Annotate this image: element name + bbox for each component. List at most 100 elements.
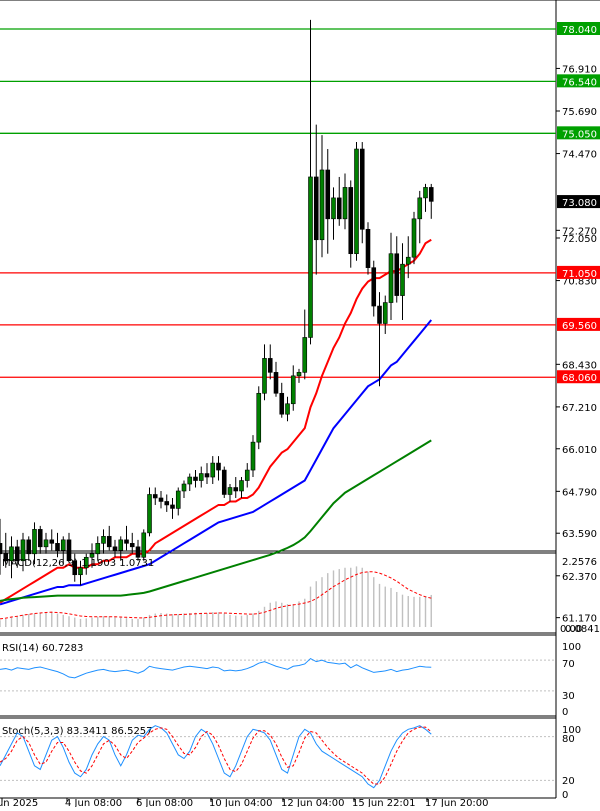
candle — [365, 228, 371, 268]
macd-tick-label: 2.2576 — [562, 557, 597, 568]
current-price-tag — [557, 195, 600, 209]
candle — [250, 441, 256, 471]
candle — [313, 176, 319, 241]
candle — [308, 176, 313, 338]
candle — [262, 358, 267, 394]
stoch-k-line — [0, 725, 432, 789]
candle — [273, 372, 279, 394]
candle — [279, 392, 285, 415]
candle — [60, 539, 66, 551]
candle — [118, 539, 124, 551]
support-level-label: 71.050 — [562, 269, 597, 280]
candle — [43, 539, 49, 548]
resistance-level-tag — [557, 74, 600, 88]
candle — [417, 197, 423, 220]
stoch-label: Stoch(5,3,3) 83.3411 86.5257 — [2, 726, 153, 737]
candle — [112, 546, 118, 551]
y-tick-label: 66.010 — [562, 445, 597, 456]
candle — [193, 476, 198, 481]
support-level-label: 69.560 — [562, 321, 597, 332]
candle — [285, 403, 290, 415]
y-tick-label: 75.690 — [562, 107, 597, 118]
candle — [3, 553, 9, 562]
stoch-tick-label: 0 — [562, 790, 568, 801]
candle — [244, 469, 250, 481]
support-level-label: 68.060 — [562, 373, 597, 384]
candle — [325, 169, 331, 220]
candle — [428, 187, 434, 202]
y-tick-label: 61.170 — [562, 614, 597, 625]
candle — [89, 553, 95, 558]
candle — [216, 462, 221, 471]
candle — [78, 567, 83, 576]
macd-tick-label: 0.0841 — [565, 624, 600, 635]
candle — [382, 302, 388, 324]
candle — [66, 539, 72, 562]
candle — [106, 536, 112, 548]
candle — [129, 543, 135, 548]
stoch-tick-label: 20 — [562, 776, 575, 787]
candle — [187, 476, 193, 485]
rsi-tick-label: 30 — [562, 691, 575, 702]
candle — [181, 483, 187, 492]
candle — [423, 187, 428, 199]
candle — [95, 543, 101, 555]
stoch-tick-label: 100 — [562, 725, 581, 736]
candle — [296, 372, 302, 377]
candle — [147, 494, 152, 534]
candle — [359, 148, 365, 230]
candle — [411, 218, 417, 258]
rsi-tick-label: 100 — [562, 642, 581, 653]
candle — [221, 469, 227, 495]
candle — [342, 187, 348, 220]
y-tick-label: 67.210 — [562, 403, 597, 414]
candle — [377, 305, 382, 324]
resistance-level-tag — [557, 22, 600, 35]
candle — [371, 267, 377, 307]
candle — [0, 543, 3, 555]
macd-signal-line — [0, 571, 432, 620]
y-tick-label: 63.590 — [562, 529, 597, 540]
candle — [354, 148, 359, 255]
moving-average-line — [0, 238, 432, 604]
candle — [405, 256, 411, 265]
candle — [204, 473, 210, 478]
x-tick-label: 12 Jun 04:00 — [281, 798, 345, 807]
candle — [49, 539, 55, 544]
candle — [37, 529, 43, 548]
x-tick-label: 15 Jun 22:01 — [352, 798, 416, 807]
y-tick-label: 68.430 — [562, 360, 597, 371]
moving-average-line — [0, 439, 432, 602]
support-level-tag — [557, 317, 600, 331]
candle — [336, 197, 342, 220]
candle — [267, 358, 273, 373]
y-tick-label: 72.050 — [562, 234, 597, 245]
candle — [152, 494, 158, 499]
candle — [348, 187, 354, 255]
candle — [256, 392, 262, 443]
candle — [239, 480, 244, 492]
support-level-tag — [557, 265, 600, 279]
candle — [124, 539, 129, 544]
y-tick-label: 76.910 — [562, 64, 597, 75]
y-tick-label: 62.370 — [562, 572, 597, 583]
candle — [83, 556, 89, 569]
candle — [331, 197, 336, 220]
candle — [319, 169, 325, 241]
candle — [135, 546, 141, 558]
candle — [101, 536, 106, 544]
y-tick-label: 72.270 — [562, 226, 597, 237]
candle — [388, 253, 394, 303]
support-level-tag — [557, 370, 600, 384]
candle — [9, 546, 14, 562]
candle — [55, 543, 60, 551]
candle — [198, 473, 204, 481]
resistance-level-tag — [557, 126, 600, 140]
rsi-line — [0, 657, 432, 679]
candle — [20, 539, 26, 562]
candle — [290, 375, 296, 405]
